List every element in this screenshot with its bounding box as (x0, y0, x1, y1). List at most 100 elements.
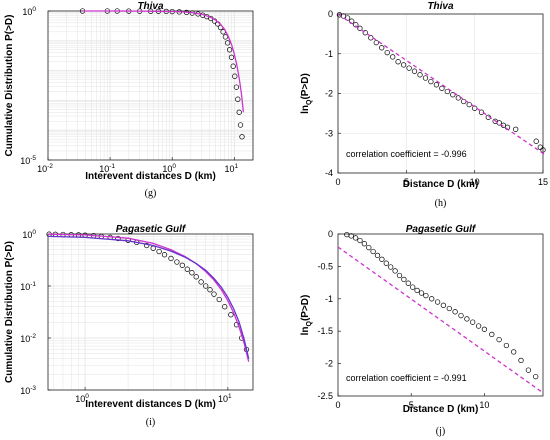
data-point (198, 279, 204, 285)
data-point (361, 241, 368, 247)
panel-title: Thiva (137, 1, 164, 12)
data-point (429, 296, 435, 302)
data-point (348, 233, 354, 239)
data-point (388, 264, 394, 270)
data-point (489, 331, 495, 338)
y-tick-label: -3 (325, 128, 333, 138)
data-point (452, 309, 458, 315)
data-point (390, 54, 396, 60)
panel-letter: (j) (436, 426, 445, 437)
data-point (353, 22, 359, 28)
data-point (362, 30, 368, 36)
data-point (446, 305, 452, 312)
y-tick-exponent: -2 (30, 333, 36, 340)
y-tick-label: 0 (328, 9, 333, 19)
data-point (374, 252, 381, 259)
data-point (518, 357, 524, 364)
data-point (211, 291, 217, 297)
data-point (396, 272, 403, 279)
panel-title: Thiva (427, 1, 454, 12)
data-point (224, 40, 231, 46)
x-tick-label: 0 (335, 400, 340, 410)
data-point (184, 266, 190, 272)
plot-frame (47, 233, 254, 391)
y-tick-exponent: -1 (30, 281, 36, 288)
series-points-0 (79, 8, 245, 140)
series-line-1 (337, 246, 544, 394)
x-tick-label: 0 (335, 177, 340, 187)
data-point (410, 284, 416, 290)
data-point (464, 316, 470, 322)
data-point (417, 72, 423, 78)
data-point (235, 96, 241, 102)
data-point (228, 312, 234, 318)
data-point (156, 248, 162, 255)
data-point (115, 235, 121, 242)
panel-title: Pagasetic Gulf (406, 224, 477, 235)
data-point (168, 255, 174, 262)
data-point (230, 63, 236, 69)
panel-j: 0 5 10 0 -0.5 -1 -1.5 -2 -2.5 Pagasetic Gulf Dista… (300, 224, 544, 437)
x-tick-exponent: 0 (172, 163, 176, 170)
x-tick-label: 101 (218, 393, 232, 404)
y-tick-exponent: -5 (30, 155, 36, 162)
data-point (481, 326, 488, 332)
data-point (458, 312, 464, 319)
data-point (525, 367, 532, 373)
y-axis-label-rest: (P>D) (300, 295, 311, 321)
data-point (461, 98, 467, 105)
data-point (237, 122, 244, 128)
x-tick-label: 10 (470, 177, 480, 187)
x-axis-label: Distance D (km) (403, 404, 479, 415)
y-tick-label: -0.5 (317, 261, 333, 271)
data-point (475, 323, 482, 329)
x-tick-label: 10 (479, 400, 489, 410)
data-point (392, 268, 398, 274)
data-point (450, 92, 456, 98)
series-points-0 (344, 231, 539, 380)
series-line-2 (47, 235, 250, 359)
x-tick-exponent: 1 (228, 393, 232, 400)
data-point (189, 270, 195, 276)
correlation-annotation: correlation coefficient = -0.991 (346, 373, 467, 383)
data-point (434, 299, 441, 305)
data-point (357, 25, 363, 31)
data-point (472, 105, 478, 111)
data-point (418, 290, 425, 296)
data-point (433, 82, 440, 88)
data-point (207, 287, 213, 293)
series-points-0 (336, 12, 546, 153)
panel-letter: (g) (145, 188, 157, 199)
data-point (513, 126, 519, 132)
y-axis-label-main: ln (300, 105, 311, 114)
series-line-1 (337, 13, 547, 156)
correlation-annotation: correlation coefficient = -0.996 (346, 149, 467, 159)
y-tick-label: 10-5 (20, 155, 36, 166)
data-point (216, 296, 222, 303)
data-point (174, 259, 180, 265)
y-axis-label: lnQ(P>D) (300, 295, 313, 336)
data-point (401, 276, 407, 283)
x-tick-label: 15 (538, 177, 548, 187)
data-point (422, 75, 429, 81)
data-point (344, 231, 350, 238)
y-axis-label-sub: Q (306, 320, 313, 326)
series-line-1 (47, 233, 250, 362)
x-axis-label: Interevent distances D (km) (85, 171, 216, 182)
y-axis-label-main: ln (300, 326, 311, 335)
y-tick-label: -2 (325, 89, 333, 99)
plot-frame (47, 10, 254, 161)
y-tick-label: -2 (325, 359, 333, 369)
x-tick-label: 10-2 (37, 163, 53, 174)
data-point (496, 120, 502, 126)
y-tick-label: 0 (328, 229, 333, 239)
x-tick-exponent: -1 (109, 163, 115, 170)
x-tick-label: 10-1 (99, 163, 115, 174)
panel-h: 0 5 10 15 0 -1 -2 -3 -4 Thiva Distance D (km) (h) ln… (300, 1, 548, 209)
data-point (411, 68, 418, 74)
data-point (179, 262, 185, 268)
x-axis-label: Interevent distances D (km) (85, 399, 216, 410)
